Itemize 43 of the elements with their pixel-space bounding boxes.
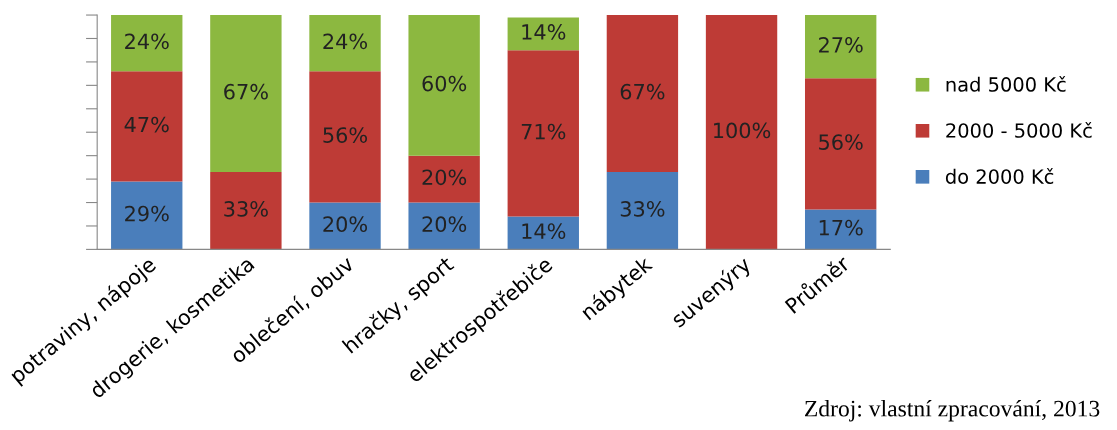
text: Zdroj: vlastní zpracování, 2013 <box>805 399 1100 422</box>
data-label: 27% <box>819 36 863 53</box>
data-label: 20% <box>422 169 467 186</box>
bar <box>111 71 183 182</box>
data-label: 33% <box>620 201 665 217</box>
data-label: 47% <box>124 116 169 133</box>
bar <box>507 50 579 217</box>
legend-label: 2000 - 5000 Kč <box>946 122 1092 138</box>
bar <box>804 78 877 210</box>
bar <box>408 202 480 250</box>
bar <box>210 172 282 250</box>
data-label: 33% <box>224 201 268 217</box>
bar <box>507 17 579 51</box>
bar <box>606 172 679 250</box>
data-label: 29% <box>125 205 169 222</box>
bar <box>309 71 381 203</box>
data-label: 67% <box>224 83 268 100</box>
data-label: 67% <box>620 83 665 100</box>
bar <box>804 15 877 79</box>
data-label: 24% <box>125 33 169 50</box>
data-label: 60% <box>422 75 467 92</box>
bar <box>309 15 381 72</box>
bar <box>408 155 480 203</box>
bar <box>111 181 183 250</box>
bar <box>606 15 679 173</box>
bar <box>309 202 381 250</box>
bar <box>705 15 778 250</box>
bar <box>408 15 480 156</box>
bar <box>111 15 183 72</box>
data-label: 20% <box>323 216 368 233</box>
data-label: 100% <box>714 122 771 139</box>
data-label: 56% <box>819 134 863 150</box>
legend-label: nad 5000 Kč <box>946 76 1066 92</box>
data-label: 14% <box>522 223 566 240</box>
data-label: 14% <box>522 24 566 40</box>
bar <box>804 209 877 250</box>
legend-label: do 2000 Kč <box>945 168 1054 184</box>
data-label: 56% <box>323 127 368 143</box>
data-label: 20% <box>422 216 467 233</box>
data-label: 71% <box>521 123 566 140</box>
data-label: 24% <box>323 33 368 50</box>
bar <box>210 15 282 173</box>
data-label: 17% <box>819 219 863 236</box>
